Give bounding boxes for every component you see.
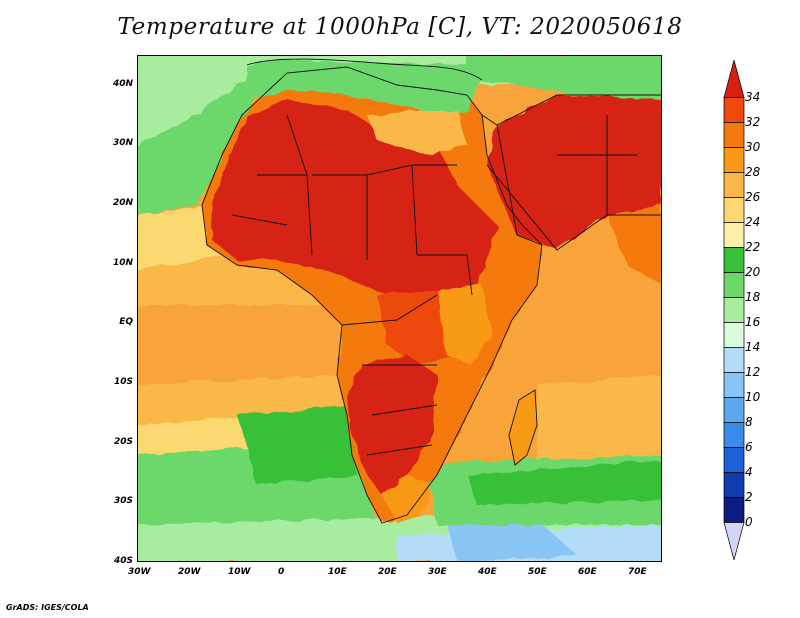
africa-coastline [201,66,543,524]
colorbar-label: 10 [745,389,761,404]
colorbar-swatch [723,372,745,398]
x-tick-label: 30W [128,567,151,577]
colorbar-swatch [723,497,745,523]
x-tick-label: 70E [628,567,647,577]
colorbar-swatch [723,322,745,348]
colorbar-swatch [723,60,745,98]
madagascar-land [509,390,537,465]
india-warm [607,205,662,285]
country-borders [201,58,662,524]
y-tick-label: 40N [112,78,133,89]
colorbar-swatch [723,397,745,423]
x-tick-label: 10W [228,567,251,577]
x-tick-label: 10E [328,567,347,577]
colorbar-label: 30 [745,139,761,154]
y-tick-label: 20N [112,198,133,209]
colorbar-swatch [723,97,745,123]
map-canvas [137,55,662,562]
colorbar-label: 8 [745,414,753,429]
colorbar-label: 22 [745,239,761,254]
atlantic-pale-band [137,65,237,145]
colorbar-swatch [723,422,745,448]
colorbar-swatch [723,172,745,198]
arabia-hot [487,95,662,250]
y-tick-label: 10S [113,377,133,388]
x-tick-label: 60E [578,567,597,577]
y-tick-label: 40S [113,556,133,566]
colorbar-label: 4 [745,464,753,479]
colorbar-label: 2 [745,489,753,504]
colorbar-swatch [723,347,745,373]
south-africa-warm [382,475,432,523]
colorbar-label: 32 [745,114,761,129]
colorbar-swatch [723,122,745,148]
colorbar-swatch [723,147,745,173]
colorbar-label: 12 [745,364,761,379]
colorbar-label: 18 [745,289,761,304]
colorbar [723,60,745,560]
colorbar-label: 6 [745,439,753,454]
temperature-map [137,55,662,562]
x-tick-label: 50E [528,567,547,577]
colorbar-swatch [723,447,745,473]
indian-ocean-deep-green [467,460,662,505]
colorbar-swatch [723,297,745,323]
x-tick-label: 30E [428,567,447,577]
madagascar-coast [508,389,538,466]
atlantic-gold-band [137,255,337,305]
colorbar-swatch [723,272,745,298]
interior-borders [231,114,473,456]
southern-ocean-deep-blue [447,520,577,562]
colorbar-swatch [723,247,745,273]
y-tick-label: 10N [112,257,133,268]
mediterranean-coast [246,58,483,81]
colorbar-swatch [723,222,745,248]
grads-credit: GrADS: IGES/COLA [6,603,89,612]
x-tick-label: 0 [278,567,285,577]
south-atlantic-deep-green [237,405,357,485]
colorbar-label: 28 [745,164,761,179]
x-tick-label: 20W [178,567,201,577]
y-tick-label: 20S [113,436,133,447]
colorbar-label: 26 [745,189,761,204]
y-tick-label: EQ [119,317,133,328]
libya-egypt-warm [367,110,467,155]
colorbar-label: 0 [745,514,753,529]
colorbar-swatch [723,522,745,560]
red-sea-coast [481,114,543,246]
colorbar-label: 14 [745,339,761,354]
middle-east-borders [486,94,662,251]
y-tick-label: 30N [112,138,133,149]
x-tick-label: 20E [378,567,397,577]
east-african-highlands [437,285,492,365]
map-frame [137,55,662,562]
southern-africa-hot [347,355,437,495]
colorbar-label: 34 [745,89,761,104]
y-tick-label: 30S [113,496,133,507]
indian-ocean-gold [537,375,662,460]
map-title: Temperature at 1000hPa [C], VT: 20200506… [117,14,683,40]
colorbar-label: 16 [745,314,761,329]
middle-east-north-green [467,55,662,100]
colorbar-swatch [723,197,745,223]
colorbar-label: 20 [745,264,761,279]
colorbar-label: 24 [745,214,761,229]
colorbar-swatch [723,472,745,498]
north-africa-coast [247,60,482,115]
x-tick-label: 40E [478,567,497,577]
